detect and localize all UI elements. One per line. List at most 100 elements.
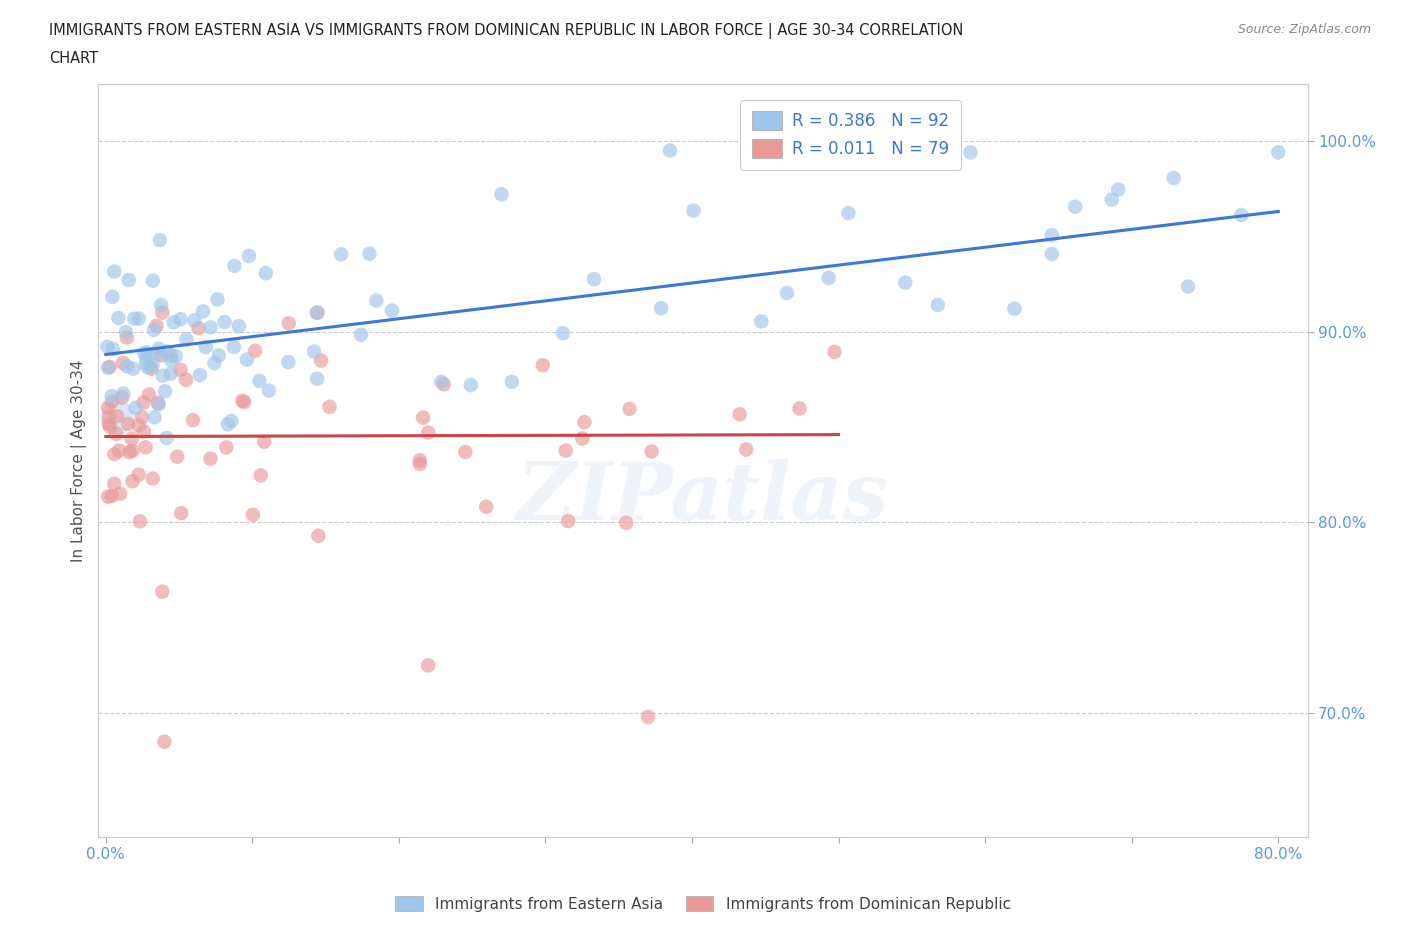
- Point: [277, 316, 299, 331]
- Point: [107, 311, 129, 325]
- Point: [531, 358, 554, 373]
- Point: [789, 401, 811, 416]
- Point: [366, 293, 388, 308]
- Point: [98, 419, 121, 434]
- Point: [128, 312, 150, 326]
- Point: [136, 360, 159, 375]
- Point: [475, 499, 498, 514]
- Point: [98, 360, 121, 375]
- Point: [105, 426, 128, 441]
- Point: [150, 348, 173, 363]
- Point: [1230, 207, 1253, 222]
- Point: [824, 344, 846, 359]
- Point: [233, 394, 256, 409]
- Point: [129, 514, 152, 529]
- Point: [817, 271, 839, 286]
- Point: [637, 710, 659, 724]
- Point: [98, 409, 121, 424]
- Point: [115, 359, 138, 374]
- Point: [418, 425, 440, 440]
- Text: ZIPatlas: ZIPatlas: [517, 459, 889, 537]
- Point: [153, 734, 176, 749]
- Point: [1267, 145, 1289, 160]
- Point: [101, 289, 124, 304]
- Point: [318, 399, 340, 414]
- Point: [108, 444, 131, 458]
- Point: [1040, 246, 1063, 261]
- Point: [143, 323, 166, 338]
- Point: [101, 394, 124, 409]
- Point: [160, 349, 183, 364]
- Point: [551, 326, 574, 340]
- Point: [183, 313, 205, 328]
- Point: [305, 305, 328, 320]
- Point: [571, 432, 593, 446]
- Point: [181, 413, 204, 428]
- Point: [169, 363, 191, 378]
- Point: [650, 300, 672, 315]
- Point: [249, 468, 271, 483]
- Point: [112, 355, 135, 370]
- Point: [749, 314, 772, 329]
- Point: [1163, 170, 1185, 185]
- Point: [418, 658, 440, 672]
- Point: [238, 248, 260, 263]
- Point: [176, 332, 198, 347]
- Point: [146, 395, 169, 410]
- Point: [460, 378, 482, 392]
- Point: [659, 143, 682, 158]
- Point: [454, 445, 477, 459]
- Point: [150, 305, 173, 320]
- Point: [121, 432, 143, 446]
- Point: [309, 353, 332, 368]
- Y-axis label: In Labor Force | Age 30-34: In Labor Force | Age 30-34: [72, 359, 87, 562]
- Point: [191, 304, 214, 319]
- Point: [132, 395, 155, 410]
- Point: [1101, 193, 1123, 207]
- Point: [307, 528, 329, 543]
- Point: [160, 352, 183, 367]
- Point: [128, 418, 150, 433]
- Point: [121, 474, 143, 489]
- Point: [145, 347, 167, 362]
- Point: [222, 339, 245, 354]
- Point: [208, 348, 231, 363]
- Point: [253, 434, 276, 449]
- Point: [97, 417, 120, 432]
- Point: [159, 366, 181, 381]
- Point: [112, 386, 135, 401]
- Point: [117, 417, 139, 432]
- Point: [121, 444, 143, 458]
- Point: [97, 489, 120, 504]
- Point: [107, 410, 129, 425]
- Point: [735, 442, 758, 457]
- Point: [243, 343, 266, 358]
- Point: [115, 330, 138, 345]
- Point: [169, 312, 191, 326]
- Point: [108, 486, 131, 501]
- Point: [118, 445, 141, 459]
- Point: [200, 320, 222, 335]
- Point: [557, 513, 579, 528]
- Point: [118, 272, 141, 287]
- Point: [330, 246, 353, 261]
- Point: [148, 341, 170, 356]
- Point: [640, 444, 662, 458]
- Point: [221, 414, 243, 429]
- Point: [249, 374, 271, 389]
- Point: [122, 361, 145, 376]
- Point: [582, 272, 605, 286]
- Point: [236, 352, 259, 367]
- Point: [501, 374, 523, 389]
- Point: [187, 321, 209, 336]
- Point: [132, 346, 155, 361]
- Point: [409, 453, 432, 468]
- Text: Source: ZipAtlas.com: Source: ZipAtlas.com: [1237, 23, 1371, 36]
- Point: [614, 515, 637, 530]
- Point: [100, 389, 122, 404]
- Point: [135, 440, 157, 455]
- Point: [188, 367, 211, 382]
- Point: [228, 319, 250, 334]
- Point: [277, 354, 299, 369]
- Point: [1107, 182, 1129, 197]
